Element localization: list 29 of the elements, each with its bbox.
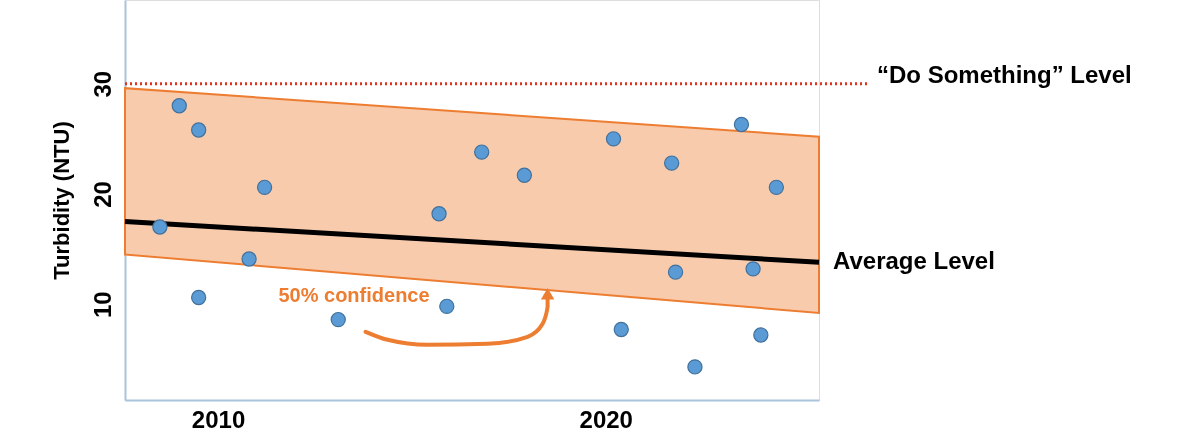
y-tick-label: 20 (88, 181, 116, 208)
point (753, 327, 769, 343)
point (733, 116, 750, 133)
point (667, 264, 684, 280)
series-label: Average Level (833, 247, 995, 275)
point (605, 131, 622, 147)
point (190, 289, 207, 306)
point (613, 321, 629, 338)
point (768, 179, 785, 195)
y-tick-label: 30 (88, 70, 116, 98)
x-tick-label: 2010 (191, 405, 246, 433)
annotation: 50% confidence (278, 283, 430, 306)
point (664, 155, 680, 171)
point (241, 251, 257, 267)
point (256, 179, 273, 195)
point (171, 98, 187, 114)
y-axis-title: Turbidity (NTU) (48, 121, 74, 280)
point (439, 298, 455, 314)
point (687, 359, 703, 375)
point (330, 311, 346, 328)
point (516, 167, 533, 183)
point (745, 261, 761, 277)
ref-line-label: “Do Something” Level (877, 60, 1132, 88)
point (152, 219, 168, 235)
x-tick-label: 2020 (579, 405, 633, 433)
point (474, 144, 490, 160)
point (431, 206, 447, 222)
y-tick-label: 10 (88, 291, 116, 318)
point (190, 122, 207, 138)
